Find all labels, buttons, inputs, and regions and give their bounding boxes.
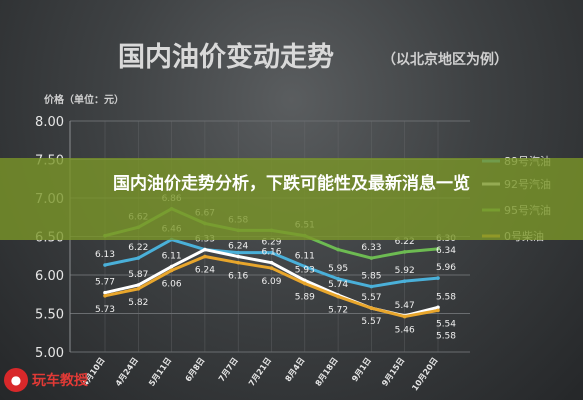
- data-point: [336, 294, 340, 299]
- x-tick-label: 6月8日: [184, 356, 207, 383]
- data-label: 5.54: [436, 319, 456, 329]
- chart-subtitle: （以北京地区为例）: [382, 51, 508, 68]
- chart-title: 国内油价变动走势: [118, 41, 334, 73]
- watermark: ● 玩车教授: [4, 366, 114, 394]
- y-tick-label: 8.00: [35, 115, 64, 130]
- data-point: [203, 254, 207, 259]
- data-label: 6.24: [195, 266, 215, 276]
- data-label: 5.89: [295, 292, 315, 302]
- y-tick-label: 5.00: [35, 346, 64, 361]
- data-point: [436, 308, 440, 313]
- data-point: [169, 264, 174, 269]
- x-tick-labels: 4月10日 4月24日 5月11日 6月8日 7月7日 7月21日 8月4日 8月18日 9月1…: [81, 356, 440, 393]
- data-point: [303, 278, 307, 283]
- data-point: [402, 279, 407, 283]
- data-label: 5.82: [128, 298, 148, 308]
- data-point: [369, 256, 374, 260]
- data-point: [402, 314, 407, 319]
- data-point: [136, 283, 141, 287]
- data-point: [402, 250, 407, 254]
- data-label: 5.87: [128, 270, 148, 280]
- data-point: [269, 260, 274, 265]
- x-tick-label: 7月7日: [217, 356, 240, 383]
- data-point: [236, 260, 240, 265]
- x-tick-label: 8月18日: [314, 356, 340, 388]
- data-label: 6.24: [228, 242, 248, 252]
- x-tick-label: 9月15日: [380, 356, 406, 388]
- data-point: [336, 277, 340, 281]
- data-label: 5.74: [328, 280, 348, 290]
- data-point: [169, 268, 174, 273]
- data-label: 6.11: [162, 252, 182, 262]
- x-tick-label: 9月1日: [350, 356, 373, 383]
- data-point: [236, 254, 240, 259]
- watermark-logo-icon: ●: [4, 368, 28, 392]
- x-tick-label: 7月21日: [247, 356, 273, 388]
- data-label: 6.09: [261, 277, 281, 287]
- y-axis-label: 价格（单位：元）: [44, 93, 124, 106]
- headline-text[interactable]: 国内油价走势分析，下跌可能性及最新消息一览: [113, 174, 470, 194]
- data-label: 6.22: [128, 243, 148, 253]
- data-label: 5.58: [436, 331, 456, 341]
- data-point: [103, 290, 107, 295]
- watermark-text: 玩车教授: [32, 373, 88, 389]
- data-label: 5.92: [395, 266, 415, 276]
- data-point: [269, 266, 274, 270]
- data-point: [436, 247, 440, 251]
- data-point: [269, 250, 274, 255]
- data-label: 5.96: [436, 263, 456, 273]
- data-label: 6.33: [361, 243, 381, 253]
- data-label: 5.73: [95, 305, 115, 315]
- data-point: [436, 305, 440, 310]
- data-point: [436, 276, 440, 280]
- data-label: 6.06: [162, 279, 182, 289]
- data-label: 5.72: [328, 306, 348, 316]
- data-label: 6.34: [436, 246, 456, 256]
- y-tick-label: 5.50: [35, 308, 64, 323]
- x-tick-label: 8月4日: [283, 356, 306, 383]
- data-label: 5.57: [361, 317, 381, 327]
- headline-banner: [0, 158, 583, 240]
- data-label: 5.47: [395, 301, 415, 311]
- data-label: 6.29: [261, 238, 281, 248]
- data-point: [236, 250, 240, 255]
- data-label: 5.58: [436, 292, 456, 302]
- data-point: [136, 256, 141, 260]
- data-point: [303, 281, 307, 286]
- data-point: [336, 247, 340, 252]
- data-point: [303, 264, 307, 269]
- x-tick-label: 4月24日: [114, 356, 140, 388]
- data-point: [103, 293, 107, 298]
- data-label: 6.22: [395, 237, 415, 247]
- y-tick-label: 6.00: [35, 269, 64, 284]
- data-label: 6.16: [228, 272, 248, 282]
- data-label: 5.95: [328, 264, 348, 274]
- data-label: 5.57: [361, 293, 381, 303]
- data-label: 5.46: [395, 326, 415, 336]
- data-point: [369, 306, 374, 310]
- data-label: 6.11: [295, 252, 315, 262]
- data-label: 6.16: [261, 248, 281, 258]
- data-point: [203, 247, 207, 252]
- data-point: [103, 263, 107, 267]
- data-label: 5.77: [95, 278, 115, 288]
- x-tick-label: 5月11日: [147, 356, 173, 388]
- data-label: 5.93: [295, 265, 315, 275]
- data-point: [369, 284, 374, 289]
- data-label: 6.13: [95, 250, 115, 260]
- data-point: [136, 287, 141, 291]
- data-label: 5.85: [361, 272, 381, 282]
- x-tick-label: 10月20日: [410, 356, 439, 393]
